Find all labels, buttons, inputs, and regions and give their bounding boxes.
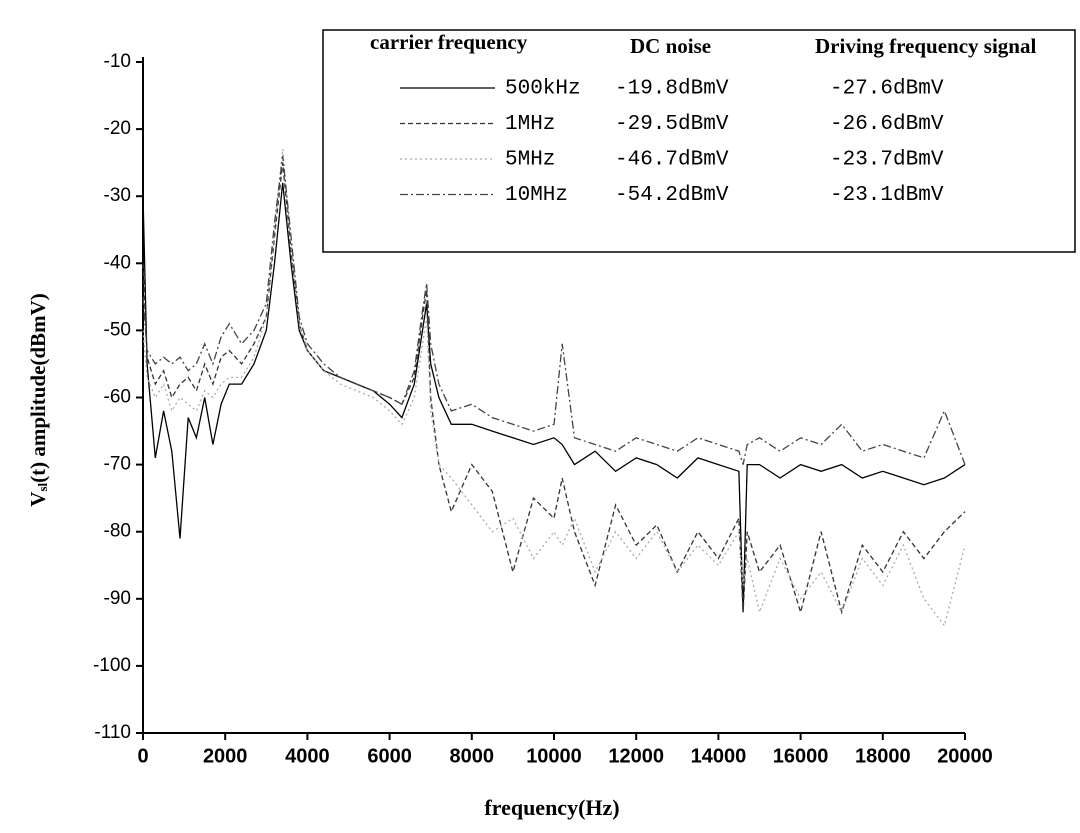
- x-tick-label: 10000: [526, 745, 582, 767]
- x-tick-label: 20000: [937, 745, 993, 767]
- y-tick-label: -80: [104, 521, 131, 542]
- legend-header: carrier frequency: [370, 30, 528, 54]
- y-axis-label-sub: sl: [35, 482, 50, 491]
- legend-header: DC noise: [630, 34, 711, 58]
- y-axis-label-rest: (t) amplitude(dBmV): [26, 293, 50, 483]
- y-tick-label: -10: [104, 51, 131, 72]
- legend-driving-signal: -23.1dBmV: [830, 184, 944, 207]
- x-tick-label: 14000: [691, 745, 747, 767]
- x-tick-label: 2000: [203, 745, 248, 767]
- legend-label: 5MHz: [505, 149, 555, 172]
- series-line: [142, 182, 966, 613]
- legend-driving-signal: -26.6dBmV: [830, 113, 944, 136]
- x-tick-label: 6000: [367, 745, 412, 767]
- y-axis-label: Vsl(t) amplitude(dBmV): [26, 293, 50, 506]
- x-tick-label: 8000: [450, 745, 495, 767]
- legend-dc-noise: -46.7dBmV: [615, 149, 729, 172]
- legend-label: 1MHz: [505, 113, 555, 136]
- x-tick-label: 12000: [608, 745, 664, 767]
- y-tick-label: -70: [104, 454, 131, 475]
- y-tick-label: -40: [104, 252, 131, 273]
- legend-dc-noise: -29.5dBmV: [615, 113, 729, 136]
- legend-header: Driving frequency signal: [815, 34, 1036, 58]
- x-axis-label: frequency(Hz): [484, 795, 619, 820]
- legend-driving-signal: -23.7dBmV: [830, 149, 944, 172]
- y-axis-label-main: V: [26, 492, 50, 507]
- series-line: [142, 162, 966, 615]
- legend-box: [322, 29, 1076, 253]
- x-tick-label: 18000: [855, 745, 911, 767]
- legend-label: 10MHz: [505, 184, 568, 207]
- legend-label: 500kHz: [505, 78, 581, 101]
- y-tick-label: -30: [104, 185, 131, 206]
- legend-driving-signal: -27.6dBmV: [830, 78, 944, 101]
- x-tick-label: 0: [137, 745, 148, 767]
- y-tick-label: -20: [104, 118, 131, 139]
- y-tick-label: -60: [104, 387, 131, 408]
- x-tick-label: 4000: [285, 745, 330, 767]
- y-tick-label: -50: [104, 319, 131, 340]
- series-line: [142, 155, 966, 465]
- legend-dc-noise: -54.2dBmV: [615, 184, 729, 207]
- y-tick-label: -100: [93, 655, 131, 676]
- x-tick-label: 16000: [773, 745, 829, 767]
- y-tick-label: -90: [104, 588, 131, 609]
- legend-dc-noise: -19.8dBmV: [615, 78, 729, 101]
- y-tick-label: -110: [94, 722, 131, 743]
